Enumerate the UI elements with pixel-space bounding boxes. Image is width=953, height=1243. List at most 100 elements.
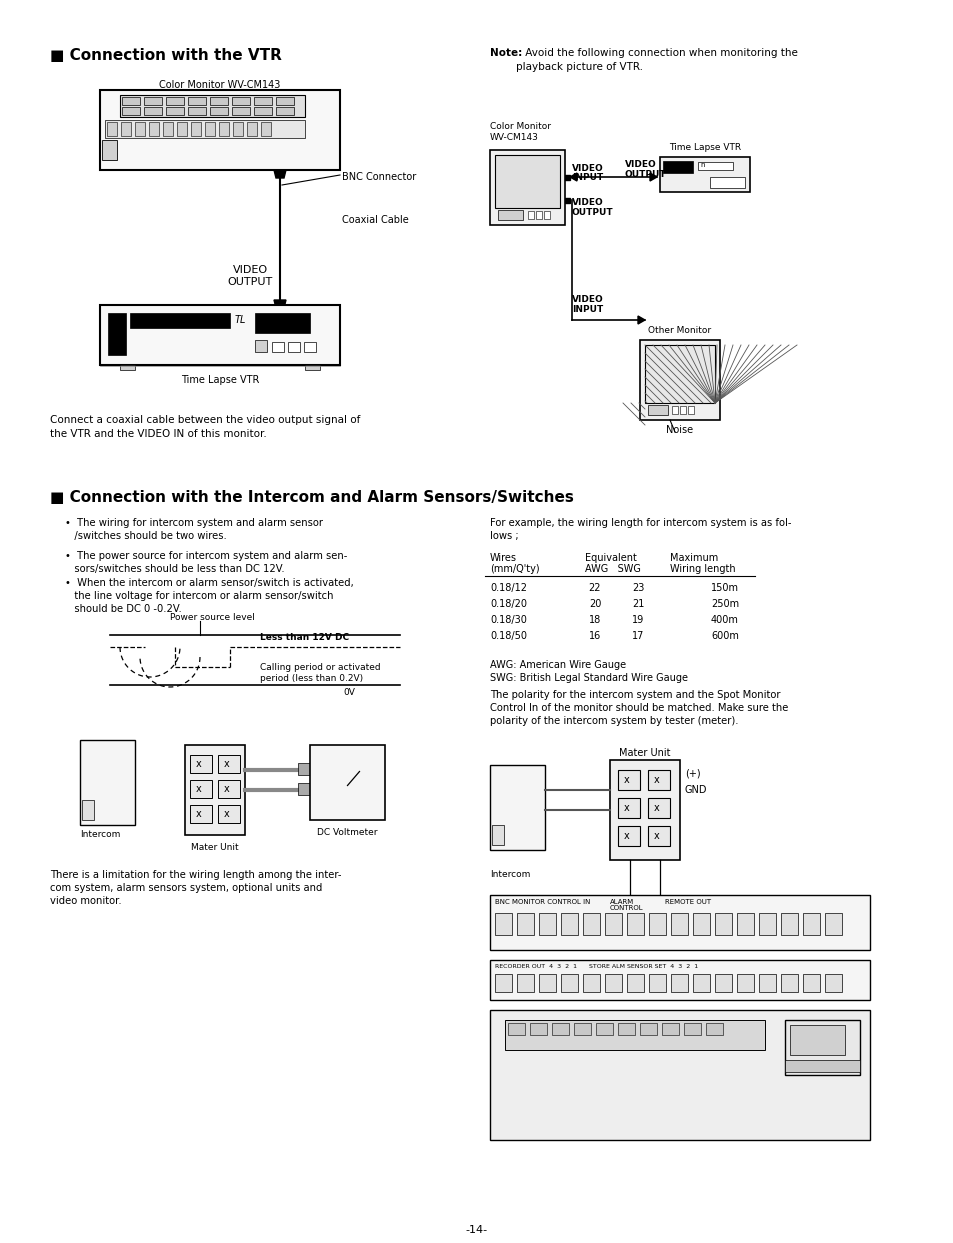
Bar [648, 975, 665, 992]
Bar [670, 975, 687, 992]
Text: x: x [224, 784, 230, 794]
Text: /switches should be two wires.: /switches should be two wires. [65, 531, 227, 541]
Bar [218, 781, 240, 798]
Text: 18: 18 [588, 615, 600, 625]
Text: polarity of the intercom system by tester (meter).: polarity of the intercom system by teste… [490, 716, 738, 726]
Circle shape [676, 1091, 703, 1119]
Text: 20: 20 [588, 599, 600, 609]
Text: TL: TL [234, 314, 246, 324]
Text: x: x [654, 774, 659, 786]
Bar [232, 107, 250, 116]
Circle shape [312, 92, 332, 112]
Bar [188, 97, 206, 104]
Text: Equivalent: Equivalent [584, 553, 637, 563]
Text: Calling period or activated: Calling period or activated [260, 663, 380, 672]
Bar [232, 97, 250, 104]
Circle shape [667, 1083, 711, 1127]
Circle shape [104, 779, 112, 787]
Bar [781, 914, 797, 935]
Text: (mm/Q'ty): (mm/Q'ty) [490, 564, 539, 574]
Bar [272, 342, 284, 352]
Bar [144, 97, 162, 104]
Text: VIDEO: VIDEO [572, 198, 603, 208]
Circle shape [128, 145, 142, 160]
Bar [679, 406, 685, 414]
Bar [107, 122, 117, 135]
Bar [149, 122, 159, 135]
Bar [100, 89, 339, 170]
Text: x: x [623, 803, 629, 813]
Bar [560, 914, 578, 935]
Bar [135, 122, 145, 135]
Text: REMOTE OUT: REMOTE OUT [664, 899, 710, 905]
Bar [218, 805, 240, 823]
Circle shape [596, 1091, 623, 1119]
Text: x: x [623, 774, 629, 786]
Text: DC Voltmeter: DC Voltmeter [317, 828, 377, 837]
Text: video monitor.: video monitor. [50, 896, 121, 906]
Bar [784, 1021, 859, 1075]
Polygon shape [564, 175, 569, 180]
Circle shape [514, 804, 521, 812]
Text: AWG: American Wire Gauge: AWG: American Wire Gauge [490, 660, 625, 670]
Bar [824, 914, 841, 935]
Bar [310, 745, 385, 820]
Text: Less than 12V DC: Less than 12V DC [260, 633, 349, 641]
Text: Intercom: Intercom [80, 830, 120, 839]
Circle shape [312, 135, 332, 157]
Bar [82, 800, 94, 820]
Bar [552, 1023, 568, 1035]
Text: 0.18/50: 0.18/50 [490, 631, 526, 641]
Text: For example, the wiring length for intercom system is as fol-: For example, the wiring length for inter… [490, 518, 791, 528]
Bar [177, 122, 187, 135]
Text: VIDEO: VIDEO [572, 164, 603, 173]
Bar [253, 107, 272, 116]
Bar [781, 975, 797, 992]
Text: •  The wiring for intercom system and alarm sensor: • The wiring for intercom system and ala… [65, 518, 323, 528]
Bar [609, 759, 679, 860]
Bar [582, 914, 599, 935]
Bar [190, 805, 212, 823]
Text: RECORDER OUT  4  3  2  1      STORE ALM SENSOR SET  4  3  2  1: RECORDER OUT 4 3 2 1 STORE ALM SENSOR SE… [495, 965, 698, 970]
Bar [305, 365, 319, 370]
Text: x: x [224, 759, 230, 769]
Bar [647, 405, 667, 415]
Text: 22: 22 [588, 583, 600, 593]
Bar [233, 122, 243, 135]
Text: Wires: Wires [490, 553, 517, 563]
Text: ■ Connection with the VTR: ■ Connection with the VTR [50, 48, 281, 63]
Text: the line voltage for intercom or alarm sensor/switch: the line voltage for intercom or alarm s… [65, 590, 334, 602]
Circle shape [500, 791, 535, 825]
Circle shape [355, 807, 365, 817]
Bar [698, 162, 732, 170]
Bar [824, 975, 841, 992]
Text: 17: 17 [631, 631, 643, 641]
Bar [705, 1023, 722, 1035]
Circle shape [91, 766, 125, 800]
Bar [166, 107, 184, 116]
Text: 400m: 400m [710, 615, 739, 625]
Circle shape [330, 807, 339, 817]
Bar [709, 177, 744, 188]
Bar [495, 975, 512, 992]
Bar [275, 97, 294, 104]
Bar [530, 1023, 546, 1035]
Text: Control In of the monitor should be matched. Make sure the: Control In of the monitor should be matc… [490, 704, 787, 713]
Bar [692, 975, 709, 992]
Circle shape [316, 97, 327, 107]
Circle shape [507, 1083, 552, 1127]
Circle shape [201, 139, 229, 167]
Text: The polarity for the intercom system and the Spot Monitor: The polarity for the intercom system and… [490, 690, 780, 700]
Bar [190, 755, 212, 773]
Text: BNC MONITOR CONTROL IN: BNC MONITOR CONTROL IN [495, 899, 590, 905]
Bar [122, 107, 140, 116]
Bar [802, 914, 820, 935]
Bar [644, 346, 714, 403]
Bar [720, 178, 725, 186]
Text: INPUT: INPUT [572, 305, 602, 314]
Bar [490, 150, 564, 225]
Text: 0.18/12: 0.18/12 [490, 583, 526, 593]
Bar [495, 914, 512, 935]
Bar [662, 162, 692, 173]
Bar [297, 763, 313, 774]
